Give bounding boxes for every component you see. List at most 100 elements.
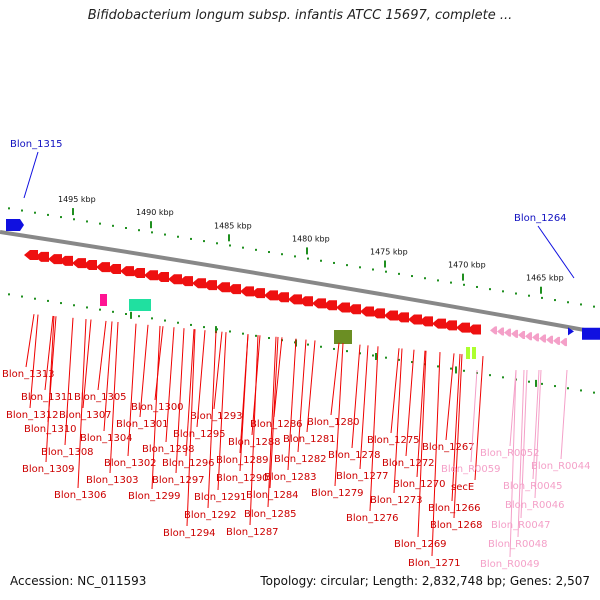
reverse-gene[interactable]: [131, 268, 145, 279]
gene-label[interactable]: Blon_1301: [116, 419, 169, 430]
gene-label[interactable]: Blon_1281: [283, 434, 336, 445]
gene-label[interactable]: Blon_1295: [173, 429, 226, 440]
reverse-gene[interactable]: [120, 266, 134, 277]
reverse-gene[interactable]: [227, 284, 241, 295]
gene-label[interactable]: Blon_1293: [190, 411, 243, 422]
reverse-gene[interactable]: [59, 255, 73, 266]
rna-gene[interactable]: [504, 328, 511, 337]
reverse-gene[interactable]: [251, 288, 265, 299]
feature-box[interactable]: [334, 330, 352, 344]
reverse-gene[interactable]: [467, 324, 481, 335]
gene-label[interactable]: Blon_1287: [226, 527, 279, 538]
gene-label[interactable]: Blon_R0059: [441, 464, 501, 475]
gene-label[interactable]: Blon_1298: [142, 444, 195, 455]
reverse-gene[interactable]: [96, 262, 110, 273]
gene-label[interactable]: Blon_1304: [80, 433, 133, 444]
feature-box[interactable]: [129, 299, 151, 311]
reverse-gene[interactable]: [323, 300, 337, 311]
gene-label[interactable]: Blon_R0047: [491, 520, 551, 531]
reverse-gene[interactable]: [216, 282, 230, 293]
reverse-gene[interactable]: [347, 304, 361, 315]
feature-box[interactable]: [100, 294, 107, 306]
gene-label[interactable]: Blon_1279: [311, 488, 364, 499]
reverse-gene[interactable]: [336, 302, 350, 313]
rna-gene[interactable]: [525, 332, 532, 341]
gene-label[interactable]: Blon_1305: [74, 392, 127, 403]
rna-gene[interactable]: [560, 338, 567, 347]
feature-box[interactable]: [472, 347, 476, 359]
reverse-gene[interactable]: [155, 272, 169, 283]
reverse-gene[interactable]: [443, 320, 457, 331]
reverse-gene[interactable]: [72, 258, 86, 269]
forward-gene-blon-1315[interactable]: [6, 219, 24, 232]
gene-label[interactable]: Blon_1286: [250, 419, 303, 430]
gene-label[interactable]: Blon_1271: [408, 558, 461, 569]
reverse-gene[interactable]: [288, 294, 302, 305]
reverse-gene[interactable]: [395, 312, 409, 323]
reverse-gene[interactable]: [419, 316, 433, 327]
gene-label[interactable]: Blon_1296: [162, 458, 215, 469]
reverse-gene[interactable]: [456, 322, 470, 333]
gene-label[interactable]: Blon_1290: [216, 473, 269, 484]
gene-label[interactable]: Blon_1312: [6, 410, 59, 421]
gene-label[interactable]: Blon_1291: [194, 492, 247, 503]
gene-label[interactable]: Blon_1269: [394, 539, 447, 550]
reverse-gene[interactable]: [24, 250, 38, 261]
reverse-gene[interactable]: [371, 308, 385, 319]
rna-gene[interactable]: [490, 326, 497, 335]
gene-label[interactable]: Blon_1300: [131, 402, 184, 413]
gene-label[interactable]: Blon_1280: [307, 417, 360, 428]
gene-label[interactable]: Blon_1306: [54, 490, 107, 501]
rna-gene[interactable]: [539, 334, 546, 343]
reverse-gene[interactable]: [240, 286, 254, 297]
reverse-gene[interactable]: [35, 251, 49, 262]
gene-label[interactable]: Blon_R0044: [531, 461, 591, 472]
gene-label[interactable]: Blon_1294: [163, 528, 216, 539]
gene-label[interactable]: Blon_1288: [228, 437, 281, 448]
reverse-gene[interactable]: [408, 314, 422, 325]
reverse-gene[interactable]: [312, 298, 326, 309]
feature-box[interactable]: [466, 347, 470, 359]
forward-gene[interactable]: [568, 327, 574, 336]
gene-label[interactable]: Blon_R0046: [505, 500, 565, 511]
gene-label[interactable]: Blon_1268: [430, 520, 483, 531]
gene-label[interactable]: Blon_1310: [24, 424, 77, 435]
gene-label[interactable]: secE: [451, 482, 474, 493]
gene-label[interactable]: Blon_1311: [21, 392, 74, 403]
reverse-gene[interactable]: [432, 318, 446, 329]
reverse-gene[interactable]: [299, 296, 313, 307]
gene-label[interactable]: Blon_1275: [367, 435, 420, 446]
gene-label[interactable]: Blon_1309: [22, 464, 75, 475]
gene-label[interactable]: Blon_R0052: [480, 448, 540, 459]
gene-label[interactable]: Blon_1302: [104, 458, 157, 469]
gene-label[interactable]: Blon_R0049: [480, 559, 540, 570]
rna-gene[interactable]: [546, 335, 553, 344]
forward-gene-blon-1264[interactable]: [582, 327, 600, 340]
gene-label[interactable]: Blon_1285: [244, 509, 297, 520]
gene-label[interactable]: Blon_R0045: [503, 481, 563, 492]
gene-label[interactable]: Blon_1313: [2, 369, 55, 380]
reverse-gene[interactable]: [384, 310, 398, 321]
gene-label[interactable]: Blon_1284: [246, 490, 299, 501]
rna-gene[interactable]: [518, 331, 525, 340]
reverse-gene[interactable]: [144, 270, 158, 281]
gene-label[interactable]: Blon_1276: [346, 513, 399, 524]
gene-label[interactable]: Blon_1303: [86, 475, 139, 486]
reverse-gene[interactable]: [192, 278, 206, 289]
rna-gene[interactable]: [532, 333, 539, 342]
rna-gene[interactable]: [497, 327, 504, 336]
gene-label[interactable]: Blon_1278: [328, 450, 381, 461]
reverse-gene[interactable]: [168, 274, 182, 285]
reverse-gene[interactable]: [275, 292, 289, 303]
reverse-gene[interactable]: [203, 280, 217, 291]
gene-label[interactable]: Blon_1308: [41, 447, 94, 458]
reverse-gene[interactable]: [83, 259, 97, 270]
gene-label[interactable]: Blon_1270: [393, 479, 446, 490]
gene-label[interactable]: Blon_1307: [59, 410, 112, 421]
gene-label[interactable]: Blon_1273: [370, 495, 423, 506]
reverse-gene[interactable]: [360, 306, 374, 317]
gene-label[interactable]: Blon_1282: [274, 454, 327, 465]
gene-label[interactable]: Blon_1292: [184, 510, 237, 521]
gene-label[interactable]: Blon_1277: [336, 471, 389, 482]
